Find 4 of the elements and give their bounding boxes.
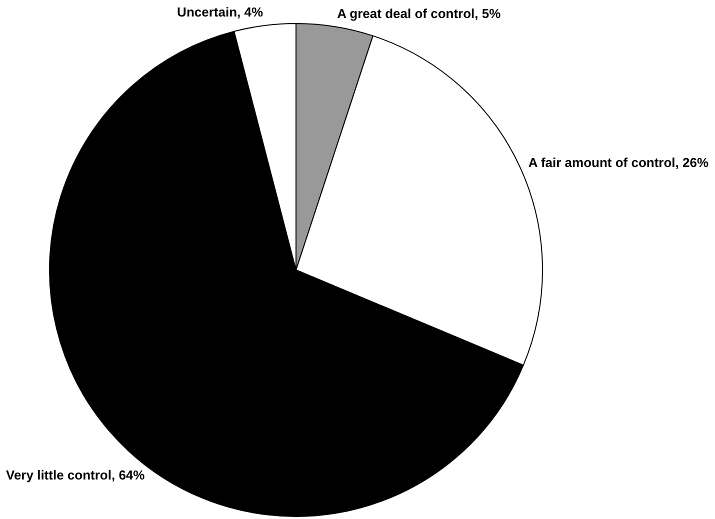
slice-label: Uncertain, 4% bbox=[177, 4, 264, 20]
slice-label: A fair amount of control, 26% bbox=[528, 154, 709, 170]
slice-label: Very little control, 64% bbox=[6, 468, 146, 483]
slice-label: A great deal of control, 5% bbox=[337, 6, 502, 21]
